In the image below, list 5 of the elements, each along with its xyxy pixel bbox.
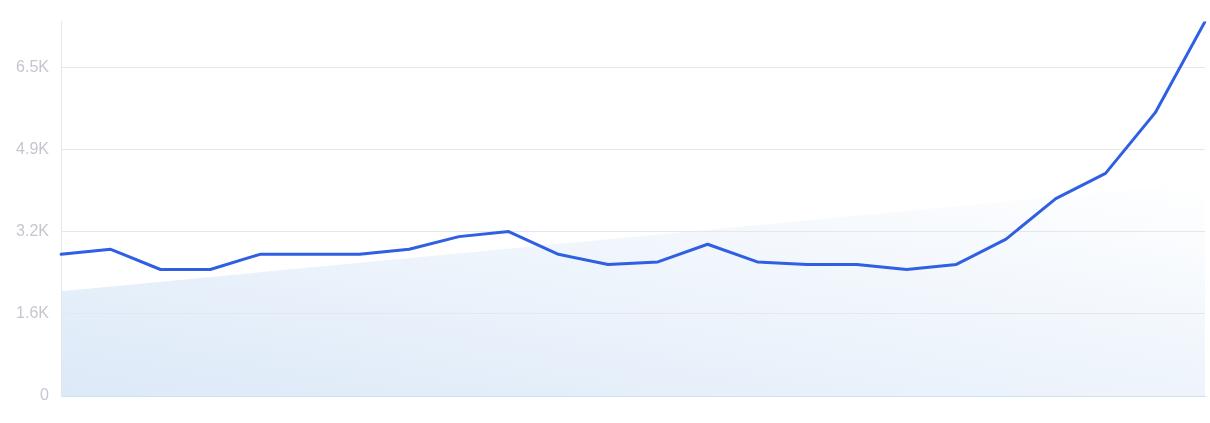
y-tick-label: 1.6K xyxy=(16,304,50,322)
y-tick-label: 0 xyxy=(40,386,50,404)
y-tick-label: 4.9K xyxy=(16,139,50,157)
y-tick-label: 6.5K xyxy=(16,57,50,75)
y-tick-label: 3.2K xyxy=(16,221,50,239)
